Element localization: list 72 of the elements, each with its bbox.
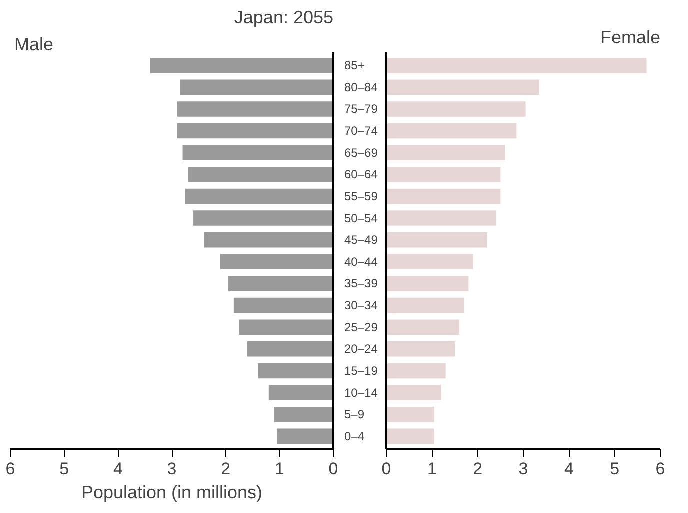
bar: [386, 385, 442, 400]
bar: [194, 210, 334, 226]
x-tick-label: 3: [518, 460, 528, 478]
y-tick-label: 70–74: [344, 124, 378, 138]
bar: [386, 167, 501, 182]
bar: [386, 254, 474, 270]
bar: [386, 123, 517, 139]
x-tick-label: 6: [656, 460, 666, 478]
y-tick-label: 50–54: [344, 211, 378, 226]
bar: [386, 232, 487, 248]
y-tick-label: 35–39: [344, 276, 378, 291]
x-tick-label: 4: [564, 460, 574, 478]
x-tick-label: 0: [328, 460, 338, 478]
x-tick-label: 2: [473, 460, 483, 478]
x-tick-label: 2: [221, 460, 231, 478]
bar: [220, 254, 334, 270]
bar: [247, 342, 334, 357]
y-tick-label: 75–79: [344, 102, 378, 116]
bar: [386, 276, 469, 292]
bar: [204, 232, 334, 248]
bar: [386, 363, 446, 379]
bar: [239, 320, 334, 335]
bar: [386, 102, 526, 117]
bar: [150, 58, 334, 74]
x-tick-label: 4: [113, 460, 123, 478]
annotation: Male: [14, 34, 54, 54]
bar: [228, 276, 334, 292]
bar: [276, 428, 334, 444]
bar: [386, 188, 501, 204]
bar: [386, 80, 540, 96]
bar: [386, 298, 464, 314]
x-tick-label: 1: [274, 460, 284, 478]
x-tick-label: 5: [610, 460, 620, 478]
y-tick-label: 40–44: [344, 254, 378, 269]
y-tick-label: 60–64: [344, 168, 378, 182]
x-tick-label: 5: [60, 460, 70, 478]
bar: [185, 188, 334, 204]
bar: [386, 58, 647, 74]
y-tick-label: 0–4: [344, 429, 365, 444]
y-tick-label: 20–24: [344, 342, 378, 356]
y-tick-label: 85+: [344, 58, 365, 73]
x-tick-label: 0: [382, 460, 392, 478]
x-tick-label: 1: [427, 460, 437, 478]
y-tick-label: 55–59: [344, 189, 378, 204]
bar: [268, 385, 334, 400]
bar: [386, 145, 506, 160]
bar: [258, 363, 334, 379]
bar: [177, 123, 334, 139]
y-tick-label: 65–69: [344, 146, 378, 160]
bar: [386, 320, 460, 335]
bar: [274, 406, 334, 422]
bar: [234, 298, 334, 314]
y-tick-label: 25–29: [344, 320, 378, 334]
bar: [386, 210, 496, 226]
y-tick-label: 45–49: [344, 233, 378, 248]
bar: [386, 342, 455, 357]
x-tick-label: 3: [167, 460, 177, 478]
x-axis-title: Population (in millions): [81, 482, 263, 502]
bar: [177, 102, 334, 117]
bar: [182, 145, 334, 160]
y-tick-label: 30–34: [344, 298, 378, 313]
y-tick-label: 15–19: [344, 364, 378, 378]
y-tick-label: 80–84: [344, 80, 378, 94]
bar: [386, 406, 434, 422]
x-tick-label: 6: [6, 460, 16, 478]
bar: [180, 80, 334, 96]
chart-title: Female: [600, 28, 661, 48]
bar: [386, 428, 434, 444]
chart-title: Japan: 2055: [234, 8, 334, 28]
y-tick-label: 10–14: [344, 386, 378, 400]
bar: [188, 167, 334, 182]
y-tick-label: 5–9: [344, 408, 365, 422]
